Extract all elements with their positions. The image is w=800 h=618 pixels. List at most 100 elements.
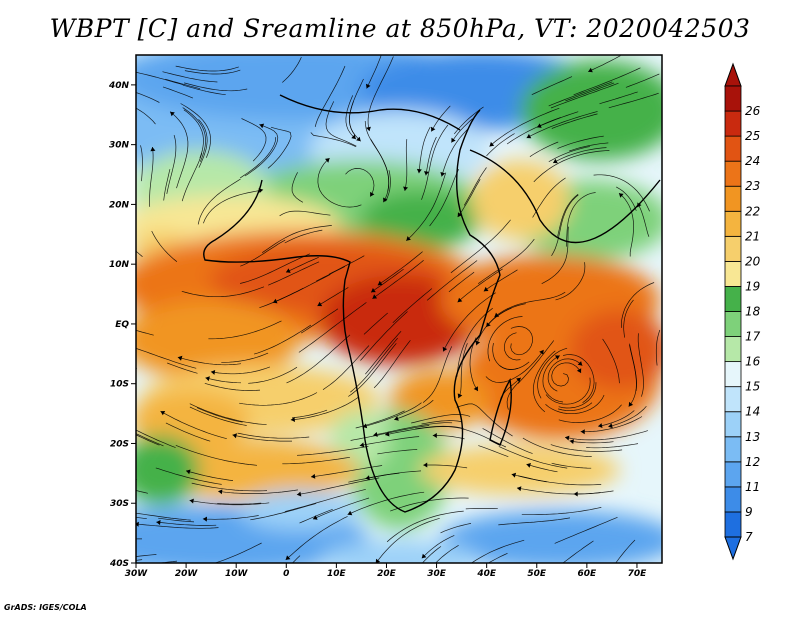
streamline bbox=[372, 260, 424, 299]
streamline bbox=[286, 334, 351, 384]
streamline bbox=[478, 445, 509, 458]
colorbar-segment bbox=[724, 160, 742, 187]
streamline bbox=[136, 107, 156, 125]
streamline bbox=[618, 192, 634, 257]
streamline bbox=[551, 462, 592, 469]
streamline-arrow bbox=[371, 288, 376, 293]
lon-tick-label: 10W bbox=[225, 569, 249, 579]
streamline-arrow bbox=[205, 376, 210, 382]
streamline-arrow bbox=[285, 555, 291, 560]
streamline bbox=[498, 446, 568, 469]
streamline bbox=[290, 397, 359, 421]
streamline bbox=[377, 449, 418, 455]
streamline bbox=[529, 141, 559, 157]
streamline bbox=[442, 292, 496, 352]
streamline-arrow bbox=[325, 158, 330, 163]
streamline bbox=[551, 194, 579, 256]
streamline bbox=[328, 255, 365, 275]
streamline bbox=[268, 261, 320, 286]
streamline bbox=[285, 256, 319, 273]
streamline bbox=[628, 345, 637, 407]
streamline-arrow bbox=[385, 431, 390, 437]
streamline bbox=[373, 340, 411, 389]
streamline bbox=[552, 147, 607, 164]
streamline bbox=[349, 78, 364, 136]
streamline-arrow bbox=[516, 377, 521, 383]
streamline bbox=[136, 522, 137, 523]
streamline-arrow bbox=[101, 561, 106, 566]
streamline-arrow bbox=[370, 191, 375, 197]
streamline-arrow bbox=[473, 386, 478, 391]
streamline-arrow bbox=[577, 361, 583, 366]
streamline bbox=[317, 287, 349, 307]
colorbar-label: 11 bbox=[745, 480, 760, 494]
streamline bbox=[165, 78, 201, 90]
colorbar-segment bbox=[724, 461, 742, 488]
colorbar-label: 23 bbox=[745, 179, 760, 193]
streamline bbox=[184, 82, 248, 92]
streamline-arrow bbox=[416, 168, 422, 174]
streamline-arrow bbox=[475, 340, 481, 346]
streamline bbox=[537, 347, 568, 399]
streamline bbox=[483, 269, 518, 292]
streamline bbox=[456, 403, 513, 437]
streamline-arrow bbox=[619, 193, 624, 198]
colorbar-segment bbox=[724, 135, 742, 162]
streamline bbox=[440, 523, 472, 534]
grads-credit: GrADS: IGES/COLA bbox=[4, 603, 87, 612]
streamline-arrow bbox=[628, 401, 634, 407]
africa-coastline bbox=[203, 109, 501, 513]
lon-tick-label: 50E bbox=[527, 569, 547, 579]
streamline-arrow bbox=[189, 498, 194, 504]
streamline bbox=[181, 286, 265, 298]
streamline bbox=[169, 111, 189, 189]
streamline-arrow bbox=[218, 489, 223, 495]
streamline-arrow bbox=[457, 393, 463, 399]
colorbar-label: 9 bbox=[745, 505, 753, 519]
streamline-arrow bbox=[451, 137, 456, 143]
streamline-arrow bbox=[573, 491, 578, 497]
streamline-arrow bbox=[377, 280, 383, 286]
streamline-arrow bbox=[160, 411, 166, 416]
streamline bbox=[550, 444, 623, 452]
streamline bbox=[565, 192, 596, 247]
streamline-arrow bbox=[483, 286, 489, 292]
streamline bbox=[136, 479, 137, 480]
colorbar-label: 22 bbox=[745, 204, 760, 218]
streamline bbox=[162, 86, 194, 99]
streamline bbox=[364, 120, 390, 192]
streamline-arrow bbox=[383, 197, 388, 203]
streamline bbox=[355, 410, 405, 429]
streamline bbox=[237, 432, 310, 439]
streamline bbox=[373, 422, 453, 436]
streamline bbox=[485, 349, 544, 383]
streamline bbox=[545, 377, 591, 405]
streamline bbox=[360, 311, 408, 361]
streamline bbox=[456, 307, 493, 377]
streamline bbox=[205, 377, 242, 384]
lon-tick-label: 20W bbox=[175, 569, 199, 579]
streamline bbox=[156, 521, 217, 526]
streamline bbox=[240, 253, 311, 284]
streamline-arrow bbox=[394, 416, 399, 421]
streamline bbox=[316, 266, 345, 282]
streamline-arrow bbox=[526, 463, 531, 468]
streamline bbox=[182, 107, 206, 162]
streamline bbox=[588, 55, 621, 73]
streamline bbox=[240, 137, 277, 179]
streamline bbox=[536, 111, 579, 128]
streamline-arrow bbox=[565, 435, 570, 441]
streamline bbox=[637, 333, 644, 397]
arabia-coast bbox=[469, 149, 661, 244]
streamline bbox=[136, 512, 191, 521]
lon-tick-label: 30E bbox=[427, 569, 447, 579]
streamline bbox=[418, 126, 431, 174]
streamline bbox=[136, 71, 183, 86]
streamline-arrow bbox=[128, 345, 133, 350]
streamline bbox=[180, 103, 211, 158]
streamline-arrow bbox=[375, 558, 381, 563]
streamline bbox=[564, 430, 649, 441]
streamline-arrow bbox=[637, 202, 642, 208]
streamline bbox=[261, 225, 332, 253]
streamline bbox=[291, 409, 328, 419]
